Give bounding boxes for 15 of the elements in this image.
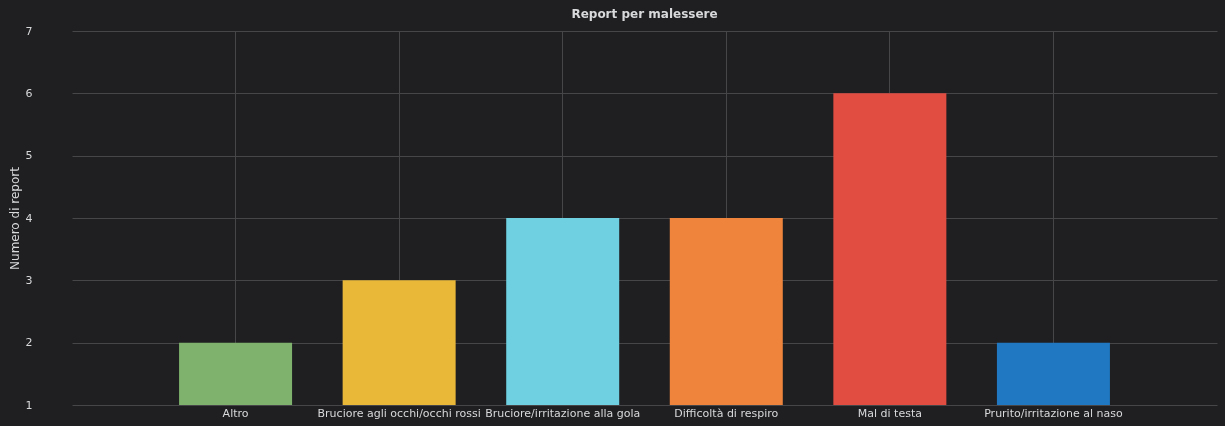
- y-tick-label: 7: [25, 24, 33, 38]
- y-tick-label: 3: [25, 273, 33, 287]
- chart-title: Report per malessere: [571, 7, 718, 21]
- x-tick-label: Difficoltà di respiro: [674, 406, 779, 420]
- y-tick-label: 6: [25, 86, 33, 100]
- y-tick-label: 5: [25, 149, 33, 163]
- y-tick-label: 2: [25, 336, 33, 350]
- y-tick-label: 1: [25, 398, 33, 412]
- x-tick-label: Bruciore/irritazione alla gola: [485, 406, 641, 420]
- y-axis-title: Numero di report: [7, 166, 22, 270]
- x-tick-label: Bruciore agli occhi/occhi rossi: [317, 406, 481, 420]
- x-tick-label: Altro: [222, 406, 249, 420]
- y-tick-label: 4: [25, 211, 33, 225]
- x-tick-label: Prurito/irritazione al naso: [984, 406, 1123, 420]
- x-tick-label: Mal di testa: [857, 406, 922, 420]
